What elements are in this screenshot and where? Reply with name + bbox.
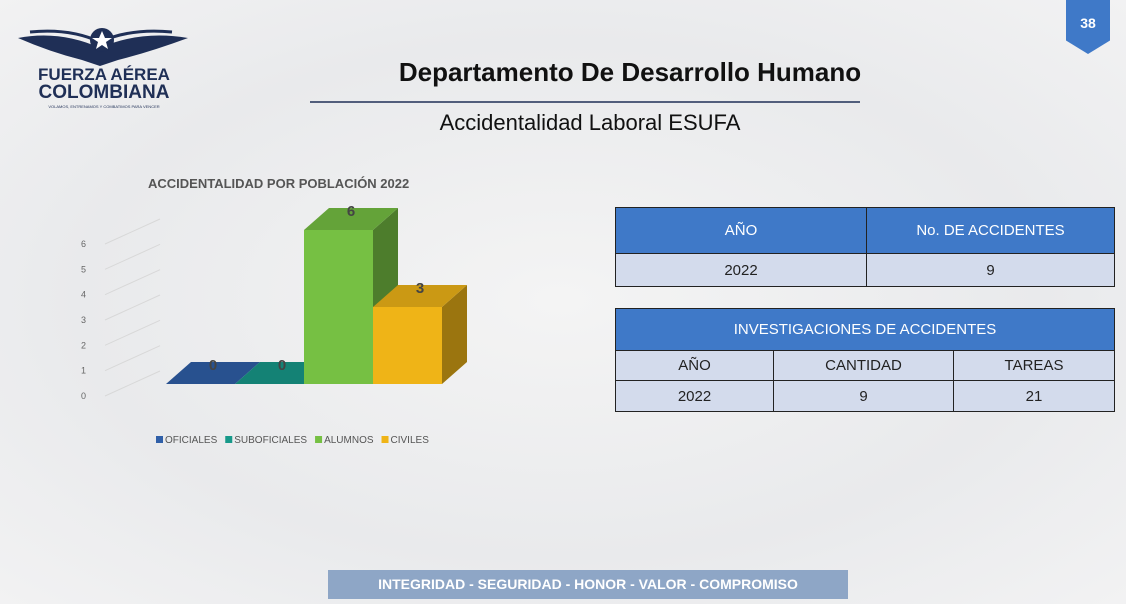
- footer: INTEGRIDAD - SEGURIDAD - HONOR - VALOR -…: [328, 570, 848, 599]
- legend-label: ALUMNOS: [324, 435, 374, 446]
- legend-swatch: [156, 436, 163, 443]
- y-tick-label: 1: [81, 366, 86, 376]
- legend-swatch: [381, 436, 389, 443]
- grid-line: [104, 370, 161, 397]
- data-label: 3: [416, 280, 424, 297]
- bar-side: [442, 285, 467, 384]
- td: 2022: [615, 253, 867, 287]
- grid-line: [104, 243, 161, 270]
- bar: [373, 285, 467, 384]
- subtitle: Accidentalidad Laboral ESUFA: [440, 110, 741, 135]
- legend-label: CIVILES: [391, 435, 430, 446]
- y-tick-label: 2: [81, 340, 86, 350]
- th: TAREAS: [953, 350, 1115, 381]
- td: 9: [866, 253, 1115, 287]
- data-label: 0: [209, 357, 217, 374]
- logo-motto: VOLAMOS, ENTRENAMOS Y COMBATIMOS PARA VE…: [48, 104, 159, 109]
- logo: FUERZA AÉREA COLOMBIANA VOLAMOS, ENTRENA…: [18, 28, 188, 109]
- bar: [166, 362, 260, 384]
- title: Departamento De Desarrollo Humano: [399, 57, 861, 87]
- logo-text: COLOMBIANA: [39, 82, 170, 103]
- grid-line: [104, 218, 161, 245]
- investigations-table: INVESTIGACIONES DE ACCIDENTES AÑO CANTIDA…: [615, 308, 1115, 412]
- data-label: 6: [347, 203, 355, 220]
- td: 21: [953, 380, 1115, 412]
- legend-swatch: [225, 436, 233, 443]
- th: AÑO: [615, 207, 867, 254]
- th: AÑO: [615, 350, 774, 381]
- grid-line: [104, 345, 161, 372]
- bar-top: [166, 362, 260, 384]
- y-tick-label: 3: [81, 315, 86, 325]
- legend-label: OFICIALES: [165, 435, 218, 446]
- legend-label: SUBOFICIALES: [234, 435, 307, 446]
- legend-swatch: [315, 436, 323, 443]
- bar-top: [373, 285, 467, 307]
- y-tick-label: 0: [81, 391, 86, 401]
- th: INVESTIGACIONES DE ACCIDENTES: [615, 308, 1115, 351]
- chart-title: ACCIDENTALIDAD POR POBLACIÓN 2022: [148, 176, 409, 191]
- td: 9: [773, 380, 954, 412]
- logo-text: FUERZA AÉREA: [38, 65, 170, 84]
- data-label: 0: [278, 357, 286, 374]
- bar-front: [373, 307, 442, 384]
- th: No. DE ACCIDENTES: [866, 207, 1115, 254]
- bar-front: [304, 230, 373, 384]
- y-tick-label: 5: [81, 264, 86, 274]
- td: 2022: [615, 380, 774, 412]
- grid-line: [104, 294, 161, 321]
- grid-line: [104, 319, 161, 346]
- y-tick-label: 4: [81, 290, 86, 300]
- accidents-table: AÑO No. DE ACCIDENTES 2022 9: [615, 207, 1115, 287]
- y-tick-label: 6: [81, 239, 86, 249]
- th: CANTIDAD: [773, 350, 954, 381]
- grid-line: [104, 269, 161, 296]
- page-number: 38: [1066, 0, 1110, 54]
- bar-top: [304, 208, 398, 230]
